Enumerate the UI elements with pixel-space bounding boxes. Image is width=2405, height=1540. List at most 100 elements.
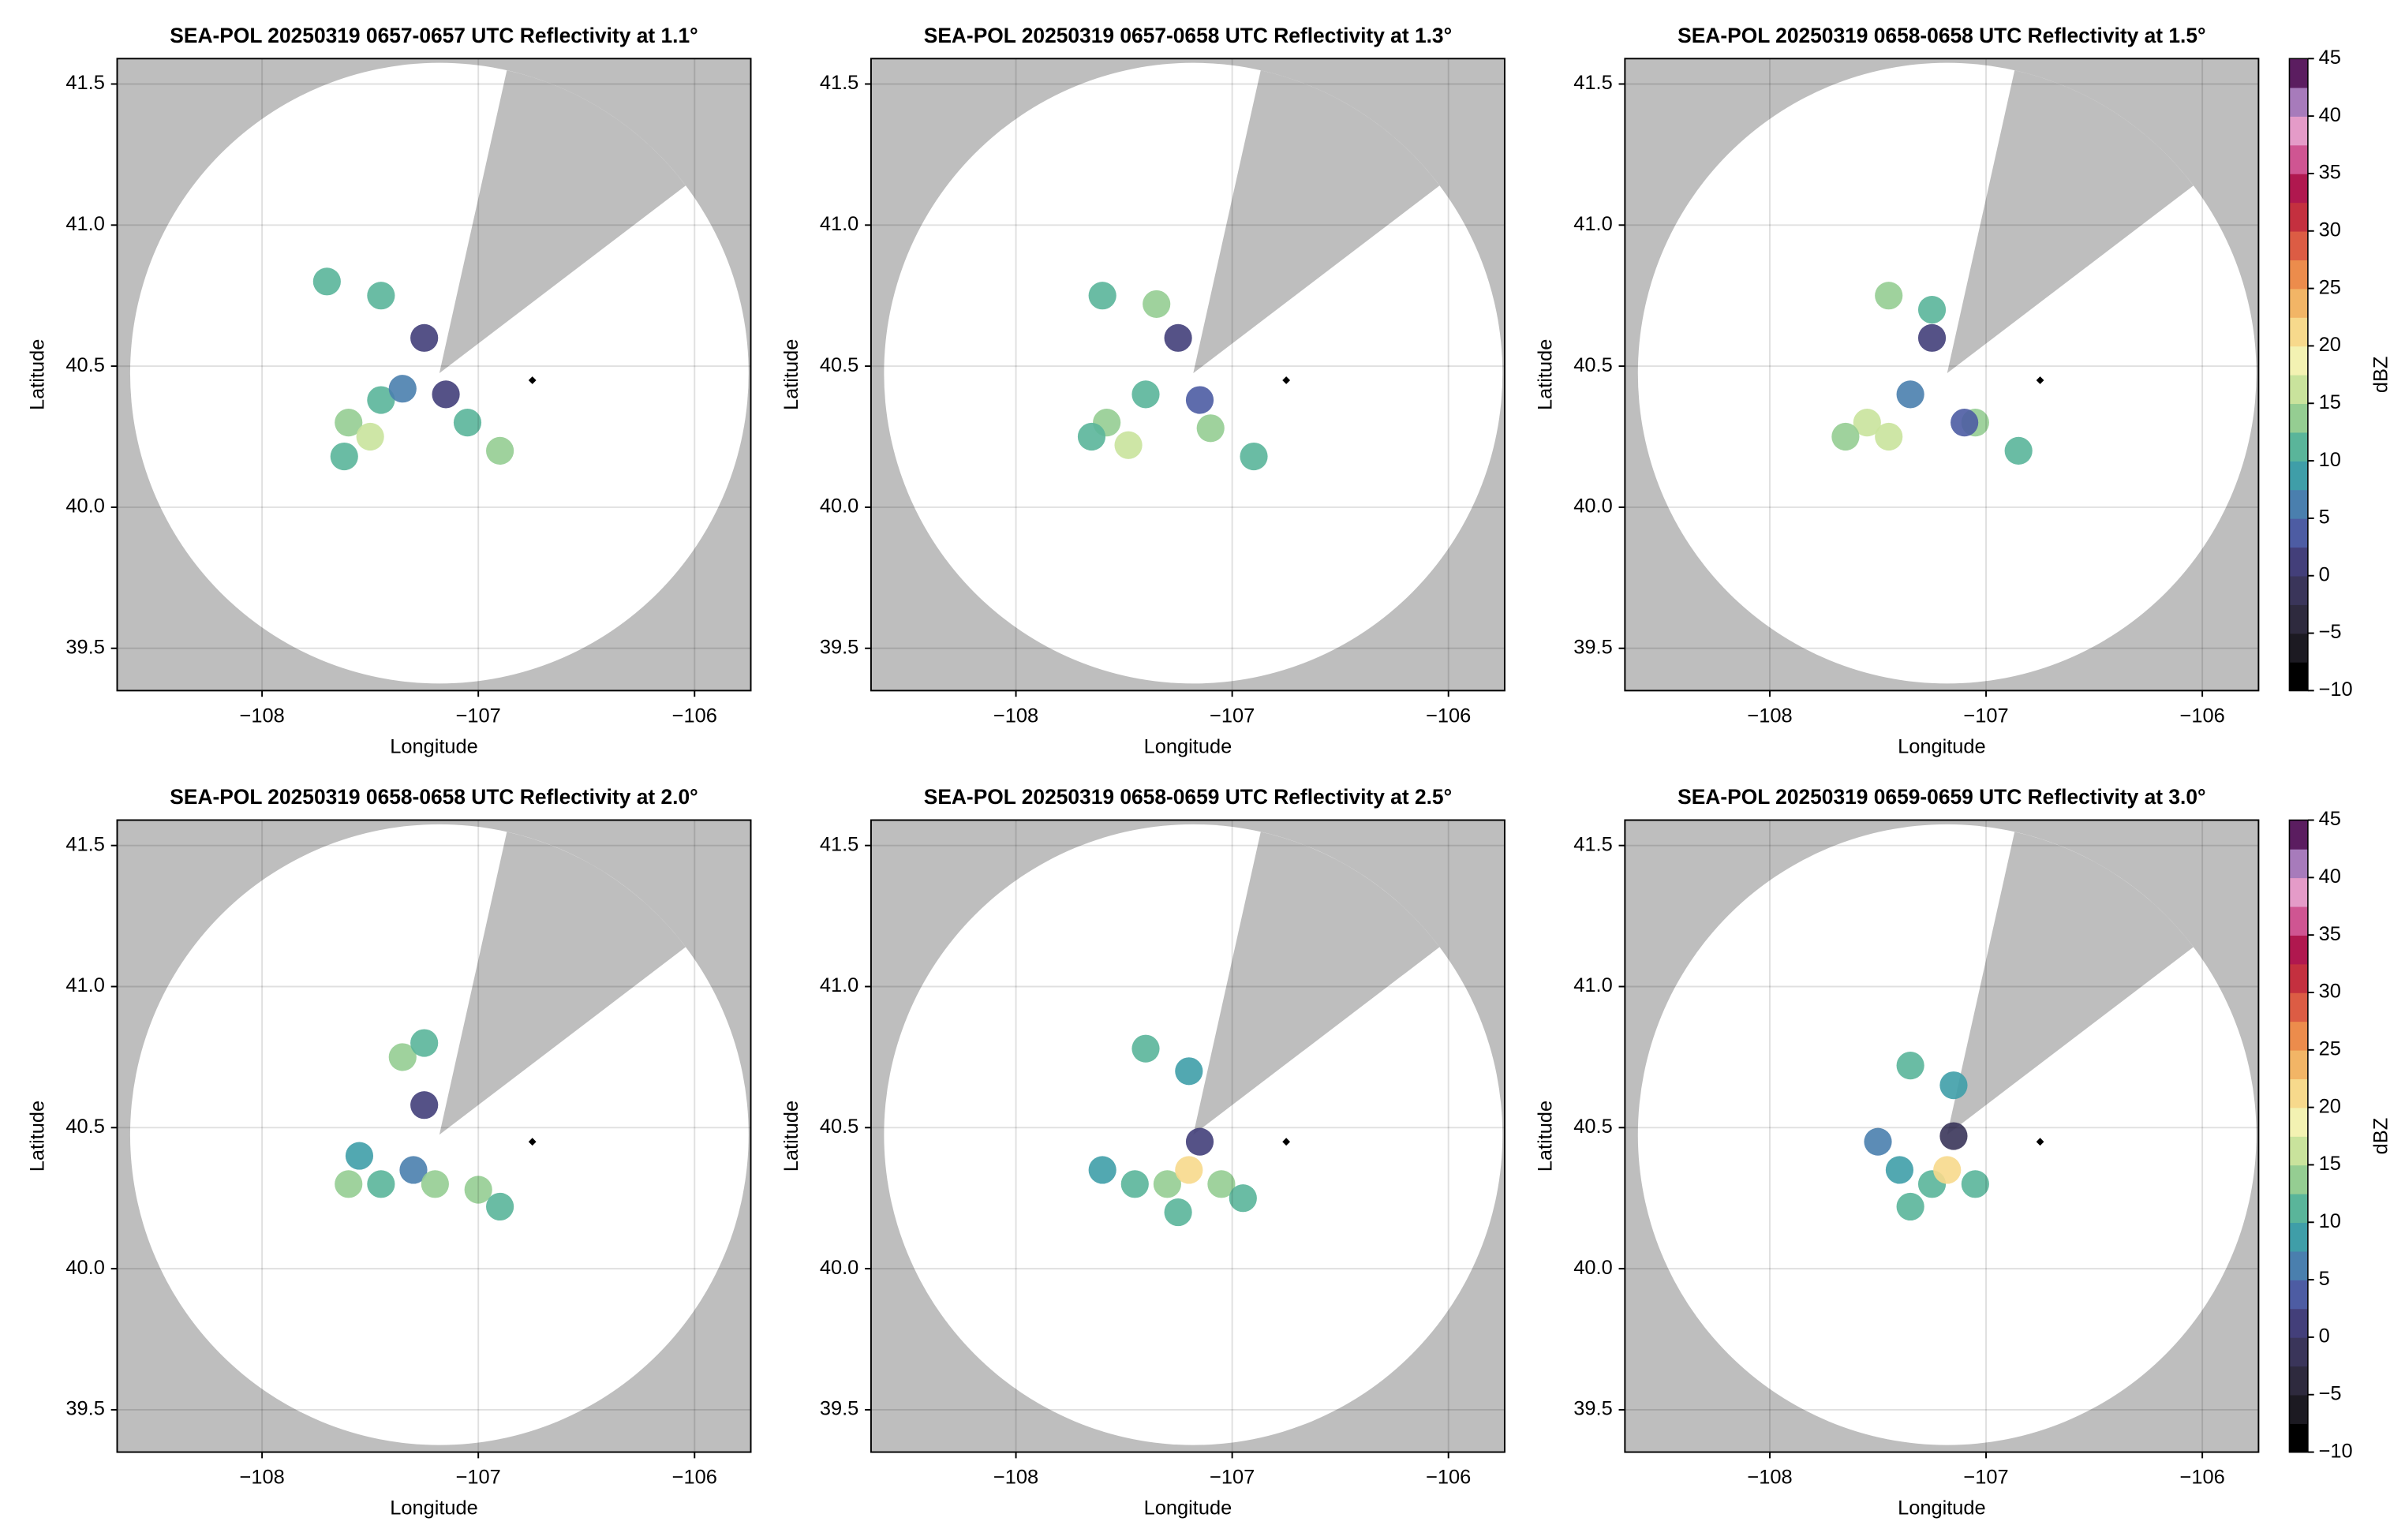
axes-frame [1624,58,2260,692]
axes-frame [870,819,1505,1453]
echo [1951,409,1979,437]
plot-area [117,58,751,691]
y-axis-label: Latitude [27,1101,49,1172]
colorbar-tick-label: −10 [2319,678,2353,701]
y-axis-label: Latitude [1534,339,1556,410]
x-tick-label: −106 [672,1466,717,1488]
radar-site-marker [2036,376,2044,384]
y-tick-label: 41.0 [65,974,104,996]
echo [1164,1198,1192,1227]
colorbar-swatch [2289,604,2308,634]
echo [486,436,514,465]
colorbar-label: dBZ [2369,357,2392,394]
chart-title: SEA-POL 20250319 0658-0658 UTC Reflectiv… [1678,24,2205,47]
colorbar-swatch [2289,374,2308,405]
x-tick-label: −107 [1963,1466,2008,1488]
colorbar-tick-label: 45 [2319,808,2341,830]
echo [1196,414,1225,443]
y-tick-label: 40.5 [1573,354,1612,376]
echo [1240,442,1268,471]
colorbar-swatch [2289,432,2308,462]
colorbar-tick-label: 5 [2319,1268,2330,1290]
colorbar-swatch [2289,963,2308,993]
colorbar-swatch [2289,489,2308,519]
echo [1831,422,1860,451]
colorbar-swatch [2289,992,2308,1022]
colorbar-swatch [2289,1021,2308,1051]
y-tick-label: 40.0 [65,495,104,518]
echo [1131,380,1160,409]
echo [312,267,341,296]
y-axis-label: Latitude [27,339,49,410]
echo [388,1043,417,1071]
colorbar-tick-label: 5 [2319,506,2330,529]
plot-area [1625,820,2259,1452]
axes-frame [116,819,752,1453]
axes-frame [116,58,752,692]
y-axis-label: Latitude [780,1101,802,1172]
colorbar-tick-label: 15 [2319,391,2341,413]
axes-frame [1624,819,2260,1453]
colorbar-swatch [2289,461,2308,491]
colorbar-swatch [2289,1336,2308,1367]
plot-area [870,58,1505,691]
colorbar-frame [2288,819,2309,1453]
colorbar-tick-label: 40 [2319,865,2341,888]
colorbar-tick-label: 30 [2319,219,2341,241]
echo [1864,1127,1892,1156]
colorbar-tick-label: 0 [2319,563,2330,585]
colorbar-swatch [2289,633,2308,663]
x-tick-label: −106 [672,705,717,727]
colorbar-swatch [2289,848,2308,879]
x-tick-label: −108 [993,705,1038,727]
echo [367,1170,395,1198]
y-tick-label: 41.0 [65,213,104,235]
colorbar-tick-label: 20 [2319,1095,2341,1117]
colorbar-swatch [2289,1193,2308,1224]
colorbar-tick-label: 10 [2319,449,2341,471]
colorbar-tick-label: 25 [2319,276,2341,298]
colorbar-swatch [2289,820,2308,850]
colorbar-swatch [2289,1423,2308,1453]
echo [367,386,395,414]
y-tick-label: 41.5 [1573,72,1612,94]
colorbar-swatch [2289,877,2308,907]
x-axis-label: Longitude [1144,1497,1232,1519]
colorbar-swatch [2289,1308,2308,1338]
echo [1185,1127,1214,1156]
colorbar-tick-label: 45 [2319,47,2341,69]
colorbar-swatch [2289,935,2308,965]
colorbar-swatch [2289,1136,2308,1166]
echo [399,1156,428,1184]
echo [1917,323,1947,352]
axes-frame [870,58,1505,692]
colorbar-swatch [2289,1107,2308,1137]
echo [464,1176,492,1204]
echo [1114,431,1143,459]
y-tick-label: 39.5 [1573,1398,1612,1420]
chart-title: SEA-POL 20250319 0658-0659 UTC Reflectiv… [924,785,1452,809]
echo [421,1170,449,1198]
blocked-sector [1947,832,2194,1135]
plot-area [1625,58,2259,691]
x-axis-label: Longitude [1144,735,1232,757]
colorbar-swatch [2289,116,2308,146]
colorbar-swatch [2289,173,2308,204]
echo [2004,436,2033,465]
echo [330,442,358,471]
echo [1939,1071,1968,1100]
plot-area [117,820,751,1452]
colorbar-tick-label: 20 [2319,334,2341,356]
colorbar-tick-label: 15 [2319,1153,2341,1175]
echo [1939,1122,1968,1150]
colorbar-tick-label: 35 [2319,162,2341,184]
y-tick-label: 41.5 [65,833,104,855]
colorbar-swatch [2289,518,2308,548]
panel: −108 −107 −106 39.5 40.0 40.5 41.0 41.5 SEA-POL … [27,24,752,757]
x-axis-label: Longitude [390,1497,478,1519]
panel: −108 −107 −106 39.5 40.0 40.5 41.0 41.5 SEA-POL … [1534,24,2392,757]
echo [1088,282,1116,310]
echo [1131,1034,1160,1063]
chart-title: SEA-POL 20250319 0657-0657 UTC Reflectiv… [170,24,698,47]
